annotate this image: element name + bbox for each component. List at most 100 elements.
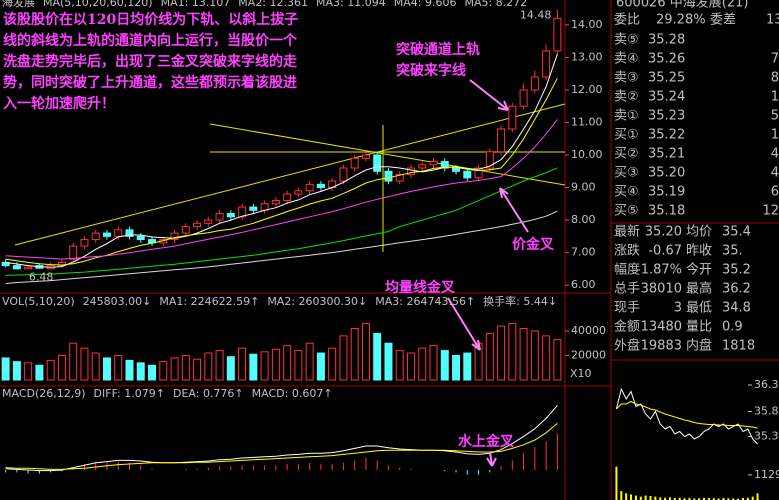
- candle-body: [204, 219, 213, 224]
- volume-bar: [159, 361, 168, 381]
- legend-entry: MACD: 0.607↑: [252, 387, 333, 400]
- candle-body: [384, 170, 393, 182]
- volume-legend: MA1: 224622.59↑: [159, 295, 259, 308]
- order-cell: 1: [771, 128, 779, 143]
- volume-legend: MA2: 260300.30↓: [267, 295, 367, 308]
- volume-bar: [406, 352, 415, 381]
- stat-cell: 35.20: [645, 225, 682, 240]
- legend-entry: MA1: 13.107: [161, 0, 231, 9]
- trend-lines: [14, 103, 566, 252]
- volume-bar: [519, 328, 528, 381]
- volume-bar: [35, 364, 44, 381]
- candle-body: [12, 265, 21, 270]
- candle-body: [226, 213, 235, 218]
- callout-arrows: [447, 79, 529, 467]
- macd-title: MACD(26,12,9): [2, 387, 86, 400]
- candle-body: [474, 167, 483, 179]
- volume-bar: [305, 342, 314, 381]
- y-tick-label: 12.00: [571, 83, 603, 96]
- order-cell: 卖④: [614, 52, 639, 67]
- candle-body: [553, 17, 562, 52]
- legend-entry: MA4: 9.606: [394, 0, 457, 9]
- quote-cell: 委比: [614, 13, 640, 28]
- volume-bar: [508, 323, 517, 381]
- y-tick-label: 1129: [754, 468, 779, 481]
- macd-line: [5, 423, 558, 470]
- legend-entry: MA3: 11.094: [316, 0, 386, 9]
- order-cell: 卖③: [614, 71, 639, 86]
- order-cell: 35.25: [648, 71, 685, 86]
- candle-body: [294, 190, 303, 195]
- order-cell: 35.26: [648, 52, 685, 67]
- volume-bar: [440, 350, 449, 381]
- y-tick-label: 10.00: [571, 148, 603, 161]
- volume-legend: 245803.00↓: [83, 295, 152, 308]
- order-cell: 35.24: [648, 90, 685, 105]
- volume-bar: [418, 347, 427, 381]
- arrow: [486, 451, 497, 467]
- order-cell: 买①: [614, 128, 639, 143]
- stat-cell: 均价: [686, 225, 712, 240]
- volume-bar: [339, 335, 348, 381]
- indicator: MA(5,10,20,60,120): [43, 0, 153, 9]
- ma-line: [5, 210, 558, 284]
- stat-cell: -0.67: [648, 244, 682, 259]
- candle-body: [316, 183, 325, 189]
- order-cell: 6: [771, 185, 779, 200]
- quote-cell: 29.28%: [656, 13, 706, 28]
- volume-bar: [114, 354, 123, 381]
- stat-cell: 0.9: [722, 320, 743, 335]
- order-cell: 1: [771, 90, 779, 105]
- stat-cell: 38010: [641, 282, 682, 297]
- order-cell: 买⑤: [614, 204, 639, 219]
- low-label: 6.48: [29, 271, 54, 284]
- stat-cell: 最高: [686, 281, 712, 297]
- stat-cell: 今开: [686, 262, 712, 278]
- quote-title: 600026 中海发展(21): [616, 0, 748, 11]
- stat-cell: 35.: [722, 244, 743, 259]
- volume-bar: [215, 350, 224, 381]
- y-tick-label: 14.00: [571, 18, 603, 31]
- y-tick-label: 6.00: [571, 278, 596, 291]
- callout: 价金叉: [512, 236, 555, 253]
- volume-legend: 换手率: 5.44↓: [483, 294, 557, 308]
- volume-bar: [328, 347, 337, 381]
- volume-bar: [125, 359, 134, 381]
- order-cell: 35.28: [648, 33, 685, 48]
- stat-cell: 19883: [641, 339, 682, 354]
- stat-cell: 昨收: [686, 244, 712, 259]
- volume-bar: [294, 350, 303, 381]
- falling-line: [209, 123, 566, 186]
- order-cell: 7: [771, 52, 779, 67]
- volume-bar: [24, 362, 33, 381]
- volume-bar: [249, 353, 258, 381]
- stat-cell: 13480: [641, 320, 682, 335]
- volume-bar: [452, 354, 461, 381]
- candle-body: [57, 261, 66, 267]
- candle-body: [497, 128, 506, 153]
- annotation-line: 洗盘走势完毕后，出现了三金叉突破来字线的走: [3, 53, 298, 70]
- arrow: [447, 297, 481, 351]
- candle-body: [181, 226, 190, 234]
- volume-bar: [395, 350, 404, 381]
- candle-body: [80, 239, 89, 247]
- y-tick-label: 35.35: [754, 430, 779, 443]
- candle-body: [271, 200, 280, 205]
- stat-cell: 金额: [614, 319, 640, 335]
- candle-body: [485, 151, 494, 169]
- volume-bar: [542, 335, 551, 381]
- volume-bar: [463, 352, 472, 381]
- volume-bar: [497, 325, 506, 381]
- candle-body: [429, 161, 438, 166]
- order-cell: 4: [771, 166, 779, 181]
- stat-cell: 35.4: [722, 225, 751, 240]
- intraday-line: [616, 400, 758, 429]
- ma-line: [5, 167, 558, 276]
- volume-bar: [238, 347, 247, 381]
- order-cell: 35.19: [648, 185, 685, 200]
- candle-body: [440, 161, 449, 169]
- annotation-line: 势，同时突破了上升通道，这些都预示着该股进: [3, 74, 297, 91]
